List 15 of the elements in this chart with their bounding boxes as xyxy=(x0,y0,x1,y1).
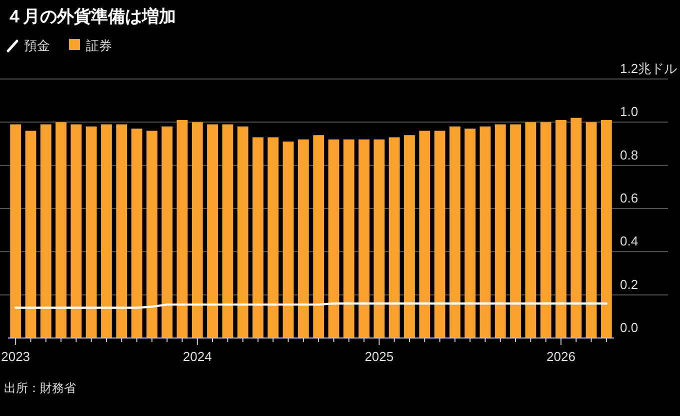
text: 出所：財務省 xyxy=(4,381,76,395)
y-tick-label: 0.0 xyxy=(620,320,638,335)
x-tick-label: 2023 xyxy=(1,349,30,364)
legend-label: 証券 xyxy=(86,38,112,53)
x-tick-label: 2025 xyxy=(364,349,394,364)
y-tick-label: 0.6 xyxy=(620,190,638,206)
y-tick-label: 0.2 xyxy=(620,276,638,292)
chart-title: ４月の外貨準備は増加 xyxy=(6,6,176,26)
x-tick-label: 2026 xyxy=(546,349,576,364)
x-tick-label: 2024 xyxy=(182,349,212,364)
y-tick-label: 1.0 xyxy=(620,104,638,120)
y-tick-label: 1.2兆ドル xyxy=(620,61,678,76)
y-tick-label: 0.8 xyxy=(620,147,638,162)
legend-label: 預金 xyxy=(24,38,50,53)
y-tick-label: 0.4 xyxy=(620,234,638,249)
